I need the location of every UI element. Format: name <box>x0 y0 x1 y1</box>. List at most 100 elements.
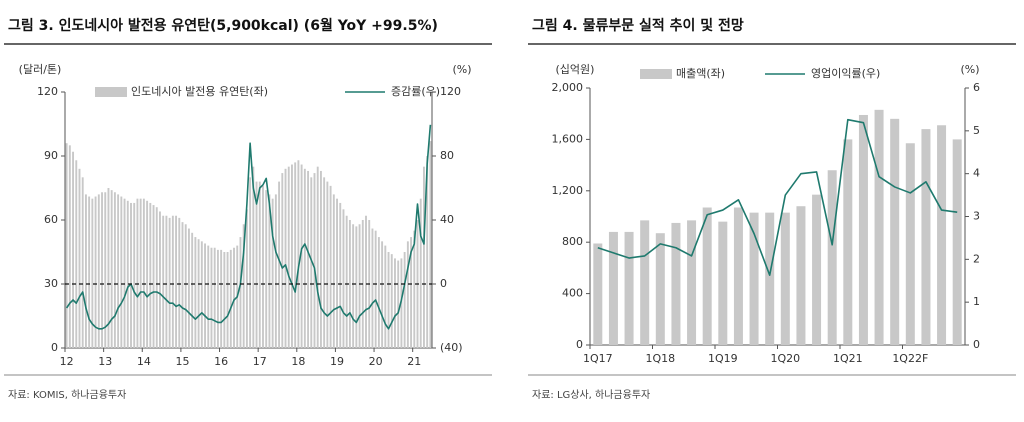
x-tick-label: 1Q21 <box>833 352 863 365</box>
x-tick-label: 17 <box>253 355 267 368</box>
x-tick-label: 1Q18 <box>645 352 675 365</box>
chart-title: 그림 3. 인도네시아 발전용 유연탄(5,900kcal) (6월 YoY +… <box>8 17 438 34</box>
x-tick-label: 20 <box>369 355 383 368</box>
bar <box>184 224 187 348</box>
bar <box>245 209 248 348</box>
legend-label: 증감률(우) <box>391 85 440 98</box>
bar <box>371 228 374 348</box>
source: 자료: KOMIS, 하나금융투자 <box>8 388 126 401</box>
x-tick-label: 1Q19 <box>708 352 738 365</box>
bar <box>271 198 274 348</box>
bar <box>178 217 181 348</box>
bar <box>139 198 142 348</box>
x-tick-label: 19 <box>330 355 344 368</box>
x-tick-label: 16 <box>214 355 228 368</box>
bar <box>429 141 432 348</box>
y2-tick-label: 6 <box>973 81 980 94</box>
x-tick-label: 1Q20 <box>770 352 800 365</box>
bar <box>307 170 310 348</box>
bar <box>687 220 697 345</box>
bar <box>146 200 149 348</box>
bar <box>75 160 78 348</box>
bar <box>413 230 416 348</box>
bar <box>88 196 91 348</box>
bar <box>843 139 853 345</box>
y2-axis-label: (%) <box>960 63 979 76</box>
bar <box>310 177 313 348</box>
bar <box>226 252 229 348</box>
bar <box>381 241 384 348</box>
bar <box>640 220 650 345</box>
x-tick-label: 12 <box>60 355 74 368</box>
bar <box>345 215 348 348</box>
bar <box>339 202 342 348</box>
x-tick-label: 13 <box>98 355 112 368</box>
bar <box>410 237 413 348</box>
y-tick-label: 0 <box>51 341 58 354</box>
y-tick-label: 120 <box>37 85 58 98</box>
bar <box>268 194 271 348</box>
bar <box>358 224 361 348</box>
bar <box>120 196 123 348</box>
y-axis-label: (십억원) <box>556 63 595 76</box>
bar <box>921 129 931 345</box>
bar <box>133 202 136 348</box>
legend-label: 영업이익률(우) <box>811 67 880 80</box>
y-tick-label: 30 <box>44 277 58 290</box>
y-tick-label: 90 <box>44 149 58 162</box>
bar <box>624 231 634 345</box>
y2-tick-label: 2 <box>973 252 980 265</box>
bar <box>213 247 216 348</box>
x-tick-label: 1Q17 <box>583 352 613 365</box>
bar <box>233 247 235 348</box>
y-axis-label: (달러/톤) <box>19 63 62 76</box>
bar <box>265 190 268 348</box>
y-tick-label: 60 <box>44 213 58 226</box>
bar <box>155 207 158 348</box>
bar <box>91 198 94 348</box>
legend-label: 매출액(좌) <box>676 67 725 80</box>
bar <box>403 252 406 348</box>
bar <box>387 252 390 348</box>
bar <box>874 109 884 345</box>
bar <box>107 188 110 348</box>
bar <box>149 202 152 348</box>
bar <box>323 177 326 348</box>
bar <box>175 215 178 348</box>
bar <box>258 181 261 348</box>
bar <box>827 170 837 345</box>
bar <box>326 181 329 348</box>
bar <box>72 151 74 348</box>
bar <box>365 215 367 348</box>
line <box>597 118 958 276</box>
bar <box>397 260 400 348</box>
bar <box>262 185 264 348</box>
bar <box>419 198 422 348</box>
bar <box>171 215 174 348</box>
bar <box>300 164 303 348</box>
bar <box>384 245 387 348</box>
line <box>65 124 432 330</box>
y-tick-label: 0 <box>576 338 583 351</box>
bar <box>319 170 322 348</box>
bar <box>313 173 316 348</box>
bar <box>342 209 345 348</box>
bar <box>97 194 100 348</box>
bar <box>593 243 603 345</box>
bar <box>229 249 232 348</box>
y-tick-label: 400 <box>562 287 583 300</box>
bar <box>812 194 822 345</box>
y-tick-label: 1,600 <box>552 132 584 145</box>
bar <box>65 143 68 348</box>
bar <box>187 228 190 348</box>
bar <box>406 241 409 348</box>
bar <box>220 249 223 348</box>
bar <box>242 224 245 348</box>
bar <box>655 233 665 345</box>
bar <box>165 215 168 348</box>
y-tick-label: 1,200 <box>552 184 584 197</box>
bar <box>278 181 281 348</box>
legend-swatch <box>95 87 127 97</box>
